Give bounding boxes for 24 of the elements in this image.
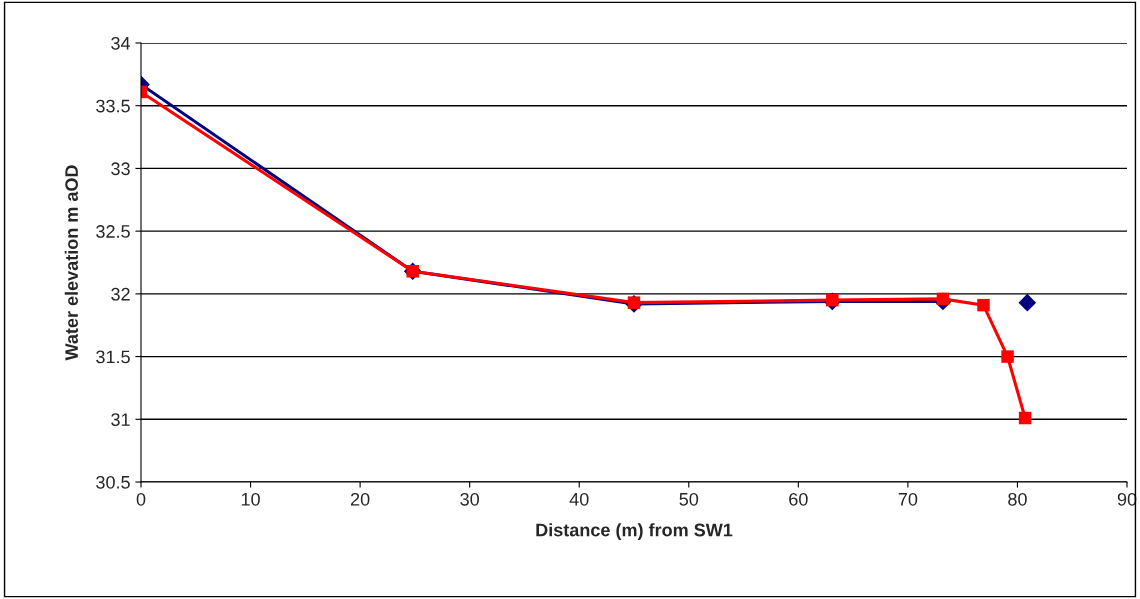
y-tick-label: 33: [111, 162, 130, 176]
x-tick-label: 20: [350, 492, 370, 506]
point: [627, 296, 641, 309]
x-axis-title: Distance (m) from SW1: [536, 523, 733, 540]
x-tick-label: 70: [898, 492, 918, 506]
y-tick-label: 33.5: [96, 99, 130, 113]
y-tick-label: 34: [111, 36, 131, 50]
point: [1018, 293, 1037, 312]
y-axis-title: Water elevation m aOD: [64, 165, 78, 361]
x-tick-label: 80: [1008, 492, 1027, 506]
x-tick-label: 40: [569, 492, 589, 506]
x-tick-label: 60: [789, 492, 808, 506]
y-tick-label: 31.5: [96, 350, 130, 364]
x-tick-label: 30: [460, 492, 479, 506]
point: [1001, 350, 1014, 363]
point: [1018, 411, 1032, 425]
y-tick-label: 32: [111, 287, 130, 301]
x-tick-label: 50: [679, 492, 699, 506]
x-tick-label: 0: [136, 492, 146, 506]
y-tick-label: 30.5: [96, 475, 130, 489]
point: [977, 298, 990, 312]
y-tick-label: 31: [111, 413, 130, 427]
x-tick-label: 10: [241, 492, 260, 506]
y-tick-label: 32.5: [96, 225, 130, 238]
